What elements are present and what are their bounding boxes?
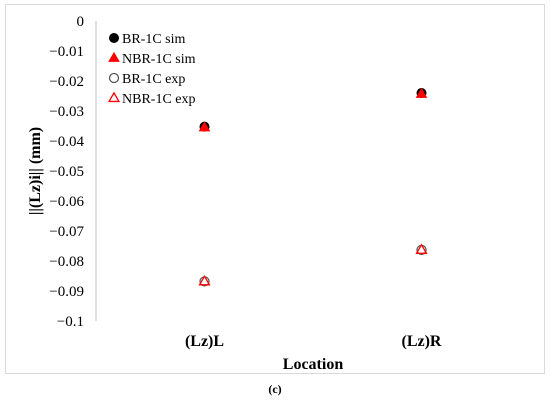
- data-point: [198, 274, 211, 286]
- x-tick-labels: (Lz)L (Lz)R: [185, 333, 442, 350]
- y-tick-label: −0.07: [49, 224, 84, 240]
- legend-marker: [107, 91, 121, 103]
- data-points: [198, 87, 428, 287]
- chart-frame: [5, 4, 545, 374]
- legend-label: BR-1C exp: [122, 72, 185, 87]
- x-tick-label: (Lz)R: [402, 333, 442, 350]
- y-tick-label: −0.04: [49, 134, 84, 150]
- y-tick-label: 0: [77, 14, 85, 30]
- y-tick-label: −0.05: [49, 164, 84, 180]
- y-tick-label: −0.03: [49, 104, 84, 120]
- legend-marker: [109, 33, 119, 43]
- y-tick-label: −0.1: [57, 314, 84, 330]
- y-tick-label: −0.02: [49, 74, 84, 90]
- y-tick-label: −0.06: [49, 194, 84, 210]
- legend-label: NBR-1C sim: [122, 52, 196, 67]
- y-axis-title: ||(Lz)i|| (mm): [27, 127, 44, 215]
- y-tick-label: −0.08: [49, 254, 84, 270]
- legend: BR-1C sim NBR-1C sim BR-1C exp NBR-1C exp: [107, 32, 196, 107]
- x-tick-label: (Lz)L: [185, 333, 224, 350]
- data-point: [415, 243, 428, 254]
- scatter-chart: 0 −0.01 −0.02 −0.03 −0.04 −0.05 −0.06 −0.07 −0.0…: [27, 14, 442, 373]
- legend-marker: [108, 51, 120, 62]
- legend-label: BR-1C sim: [122, 32, 186, 47]
- y-tick-label: −0.09: [49, 284, 84, 300]
- x-axis-title: Location: [283, 356, 344, 373]
- y-tick-labels: 0 −0.01 −0.02 −0.03 −0.04 −0.05 −0.06 −0.07 −0.0…: [49, 14, 84, 330]
- data-point: [415, 87, 428, 98]
- figure-caption: (c): [268, 382, 282, 396]
- data-point: [198, 121, 211, 132]
- legend-label: NBR-1C exp: [122, 92, 196, 107]
- y-tick-label: −0.01: [49, 44, 84, 60]
- legend-marker: [108, 72, 120, 84]
